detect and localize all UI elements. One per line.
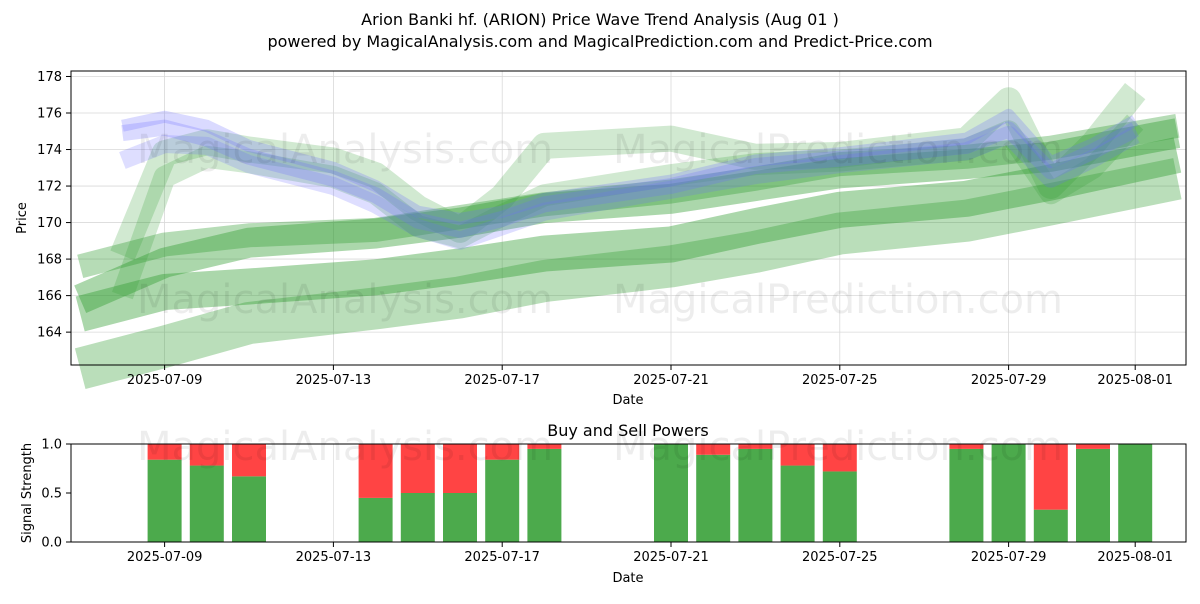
price-band-blue-wave-1 — [121, 108, 1139, 225]
sell-bar — [1076, 444, 1110, 449]
buy-sell-x-tick-label: 2025-07-21 — [633, 550, 709, 565]
buy-sell-x-axis: 2025-07-09 2025-07-13 2025-07-17 2025-07-21… — [127, 542, 1173, 565]
buy-bar — [485, 459, 520, 542]
watermark-prediction-top: MagicalPrediction.com — [613, 127, 1063, 173]
price-x-tick-label: 2025-07-25 — [802, 373, 878, 388]
figure-title-line1: Arion Banki hf. (ARION) Price Wave Trend… — [361, 10, 839, 29]
buy-bar — [147, 459, 182, 542]
sell-bar — [400, 444, 435, 493]
price-grid — [71, 71, 1186, 365]
buy-bar — [780, 465, 815, 542]
buy-bar — [738, 448, 773, 542]
watermark-analysis-bottom: MagicalAnalysis.com — [137, 424, 553, 470]
price-band-trend-band-4 — [74, 158, 1182, 390]
buy-sell-y-tick-label: 1.0 — [41, 438, 62, 453]
buy-sell-x-tick-label: 2025-07-29 — [971, 550, 1047, 565]
price-band-green-wave-upper — [110, 82, 1146, 261]
price-x-axis: 2025-07-09 2025-07-13 2025-07-17 2025-07-21… — [127, 365, 1173, 388]
sell-bar — [189, 444, 224, 466]
price-y-axis: 164 166 168 170 172 174 176 178 — [37, 70, 71, 341]
watermark-analysis-top: MagicalAnalysis.com — [137, 127, 553, 173]
sell-bar — [1033, 444, 1068, 510]
buy-bar — [1118, 444, 1153, 542]
price-band-trend-band-3 — [75, 137, 1182, 332]
buy-bar — [1076, 448, 1110, 542]
buy-sell-x-axis-label: Date — [612, 571, 643, 586]
buy-sell-bars — [147, 444, 1153, 542]
buy-sell-y-tick-label: 0.5 — [41, 487, 62, 502]
buy-sell-x-tick-label: 2025-07-13 — [296, 550, 372, 565]
price-x-tick-label: 2025-07-13 — [296, 373, 372, 388]
price-y-tick-label: 176 — [37, 107, 62, 122]
price-x-tick-label: 2025-08-01 — [1097, 373, 1173, 388]
buy-bar — [358, 497, 393, 542]
buy-sell-y-axis: 0.0 0.5 1.0 — [41, 438, 71, 551]
sell-bar — [147, 444, 182, 460]
price-x-tick-label: 2025-07-17 — [464, 373, 540, 388]
price-y-tick-label: 172 — [37, 180, 62, 195]
price-y-tick-label: 168 — [37, 253, 62, 268]
buy-sell-chart: Buy and Sell Powers MagicalAnalysis.com … — [20, 421, 1187, 586]
price-y-tick-label: 170 — [37, 216, 62, 231]
buy-bar — [654, 444, 688, 542]
buy-bar — [189, 465, 224, 542]
price-x-tick-label: 2025-07-09 — [127, 373, 203, 388]
price-y-axis-label: Price — [15, 202, 30, 234]
price-plot-frame — [70, 70, 1187, 366]
sell-bar — [949, 444, 984, 449]
figure-title-line2: powered by MagicalAnalysis.com and Magic… — [267, 32, 932, 51]
sell-bar — [485, 444, 520, 460]
price-y-tick-label: 174 — [37, 143, 62, 158]
buy-bar — [1033, 509, 1068, 542]
watermark-prediction-middle: MagicalPrediction.com — [613, 277, 1063, 323]
sell-bar — [232, 444, 266, 477]
price-wave-chart: MagicalAnalysis.com MagicalPrediction.co… — [15, 70, 1187, 408]
price-bands — [74, 82, 1182, 390]
price-y-tick-label: 178 — [37, 70, 62, 85]
price-x-tick-label: 2025-07-29 — [971, 373, 1047, 388]
price-plot-area — [71, 71, 1186, 365]
buy-sell-title: Buy and Sell Powers — [547, 421, 709, 440]
price-y-tick-label: 164 — [37, 326, 62, 341]
buy-sell-x-tick-label: 2025-07-17 — [464, 550, 540, 565]
buy-bar — [949, 448, 984, 542]
price-y-tick-label: 166 — [37, 289, 62, 304]
price-band-trend-band-2 — [74, 118, 1181, 314]
buy-sell-x-tick-label: 2025-08-01 — [1097, 550, 1173, 565]
buy-bar — [696, 454, 731, 542]
sell-bar — [780, 444, 815, 466]
buy-bar — [443, 493, 477, 542]
buy-sell-y-axis-label: Signal Strength — [20, 443, 35, 543]
price-x-tick-label: 2025-07-21 — [633, 373, 709, 388]
watermark-analysis-middle: MagicalAnalysis.com — [137, 277, 553, 323]
price-band-blue-wave-2 — [121, 119, 1139, 238]
buy-sell-x-tick-label: 2025-07-09 — [127, 550, 203, 565]
price-band-blue-wave-3 — [119, 125, 1140, 250]
buy-bar — [527, 448, 562, 542]
sell-bar — [738, 444, 773, 449]
buy-bar — [400, 493, 435, 542]
sell-bar — [358, 444, 393, 498]
price-band-trend-band-1 — [77, 113, 1180, 279]
price-x-axis-label: Date — [612, 393, 643, 408]
buy-sell-y-tick-label: 0.0 — [41, 536, 62, 551]
price-band-green-wave-lower — [112, 114, 1144, 300]
sell-bar — [696, 444, 731, 455]
buy-sell-x-tick-label: 2025-07-25 — [802, 550, 878, 565]
buy-bar — [232, 476, 266, 542]
sell-bar — [822, 444, 857, 472]
sell-bar — [443, 444, 477, 493]
sell-bar — [527, 444, 562, 449]
watermark-prediction-bottom: MagicalPrediction.com — [613, 424, 1063, 470]
buy-bar — [822, 471, 857, 542]
buy-bar — [991, 444, 1026, 542]
